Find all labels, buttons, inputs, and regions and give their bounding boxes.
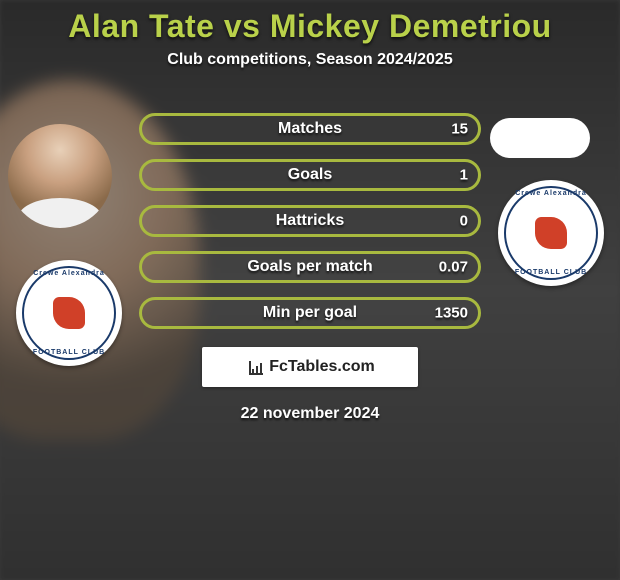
player-right-avatar [490, 118, 590, 158]
page-title: Alan Tate vs Mickey Demetriou [68, 8, 551, 45]
club-name-bot: FOOTBALL CLUB [33, 349, 105, 356]
stat-label: Goals per match [247, 258, 372, 276]
page-subtitle: Club competitions, Season 2024/2025 [167, 51, 452, 69]
stat-value-right: 15 [451, 121, 468, 138]
stat-label: Min per goal [263, 304, 357, 322]
stat-row: Hattricks 0 [139, 205, 481, 237]
club-name-top: Crewe Alexandra [33, 270, 105, 277]
player-left-avatar [8, 124, 112, 228]
date-label: 22 november 2024 [241, 405, 380, 423]
stat-label: Hattricks [276, 212, 344, 230]
stat-value-right: 0 [460, 213, 468, 230]
stat-value-right: 1350 [435, 305, 468, 322]
stat-row: Matches 15 [139, 113, 481, 145]
stat-value-right: 1 [460, 167, 468, 184]
stat-row: Goals per match 0.07 [139, 251, 481, 283]
club-badge-right: Crewe Alexandra FOOTBALL CLUB [498, 180, 604, 286]
lion-icon [53, 297, 85, 329]
attribution-badge: FcTables.com [202, 347, 418, 387]
club-badge-left: Crewe Alexandra FOOTBALL CLUB [16, 260, 122, 366]
lion-icon [535, 217, 567, 249]
attribution-text: FcTables.com [269, 358, 375, 376]
stat-row: Min per goal 1350 [139, 297, 481, 329]
club-name-top: Crewe Alexandra [515, 190, 587, 197]
content-wrapper: Alan Tate vs Mickey Demetriou Club compe… [0, 0, 620, 580]
stat-value-right: 0.07 [439, 259, 468, 276]
chart-icon [245, 357, 265, 377]
club-name-bot: FOOTBALL CLUB [515, 269, 587, 276]
stat-label: Goals [288, 166, 332, 184]
stat-label: Matches [278, 120, 342, 138]
stat-row: Goals 1 [139, 159, 481, 191]
